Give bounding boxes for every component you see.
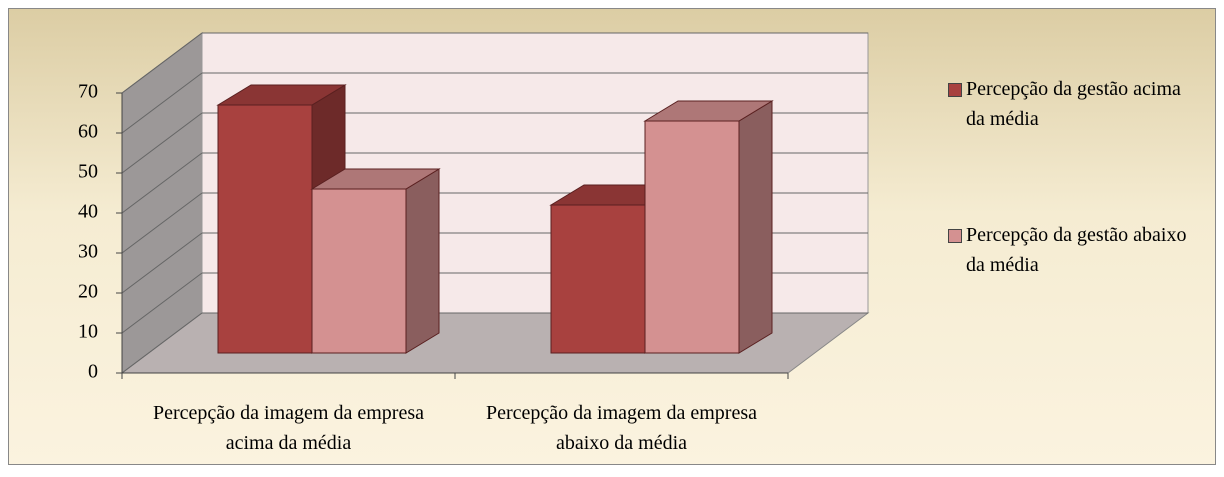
y-tick-label: 10 [78,321,98,343]
y-tick-label: 30 [78,241,98,263]
bar [550,204,646,354]
y-tick-label: 70 [78,81,98,103]
legend-label: Percepção da gestão acima da média [966,78,1181,130]
grid-line [121,192,203,254]
legend-swatch [948,83,962,97]
legend-swatch [948,229,962,243]
y-tick-label: 60 [78,121,98,143]
bar [217,104,313,354]
grid-line [121,312,203,374]
legend-label: Percepção da gestão abaixo da média [966,224,1187,276]
x-tick-label: Percepção da imagem da empresa abaixo da… [486,402,757,454]
bar-side [405,168,440,354]
grid-line [121,232,203,294]
grid-line [121,112,203,174]
grid-line [121,152,203,214]
bar-side [738,100,773,354]
bar [644,120,740,354]
y-tick-label: 0 [88,361,98,383]
y-tick-label: 40 [78,201,98,223]
grid-line [121,32,203,94]
bar [311,188,407,354]
grid-line [121,72,203,134]
y-tick-label: 50 [78,161,98,183]
grid-line [121,272,203,334]
y-tick-label: 20 [78,281,98,303]
x-tick-label: Percepção da imagem da empresa acima da … [153,402,424,454]
